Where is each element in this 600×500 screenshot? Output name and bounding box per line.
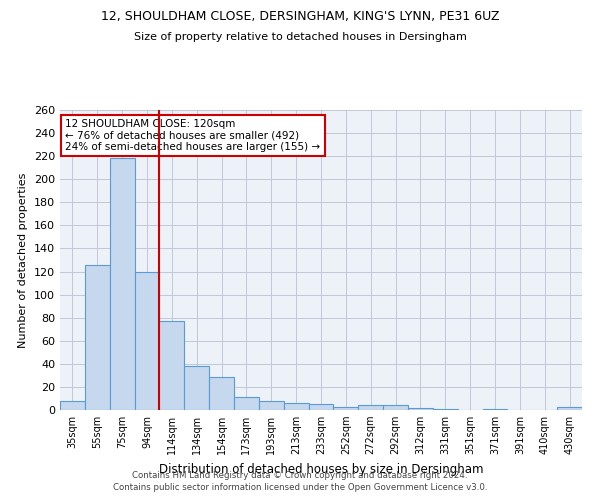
Text: Contains public sector information licensed under the Open Government Licence v3: Contains public sector information licen… [113,484,487,492]
Bar [334,406,358,410]
Bar [308,404,334,410]
Bar [234,398,259,410]
Bar [383,406,408,410]
Text: Contains HM Land Registry data © Crown copyright and database right 2024.: Contains HM Land Registry data © Crown c… [132,471,468,480]
Bar [433,409,458,410]
Bar [209,376,234,410]
Bar [408,408,433,410]
Text: 12, SHOULDHAM CLOSE, DERSINGHAM, KING'S LYNN, PE31 6UZ: 12, SHOULDHAM CLOSE, DERSINGHAM, KING'S … [101,10,499,23]
Bar [184,366,209,410]
Bar [85,264,110,410]
Text: 12 SHOULDHAM CLOSE: 120sqm
← 76% of detached houses are smaller (492)
24% of sem: 12 SHOULDHAM CLOSE: 120sqm ← 76% of deta… [65,119,320,152]
Text: Size of property relative to detached houses in Dersingham: Size of property relative to detached ho… [134,32,466,42]
Bar [110,158,134,410]
Bar [284,403,308,410]
Bar [557,406,582,410]
Bar [60,401,85,410]
Bar [134,272,160,410]
Bar [160,321,184,410]
Bar [482,409,508,410]
Y-axis label: Number of detached properties: Number of detached properties [19,172,28,348]
X-axis label: Distribution of detached houses by size in Dersingham: Distribution of detached houses by size … [159,462,483,475]
Bar [259,401,284,410]
Bar [358,406,383,410]
